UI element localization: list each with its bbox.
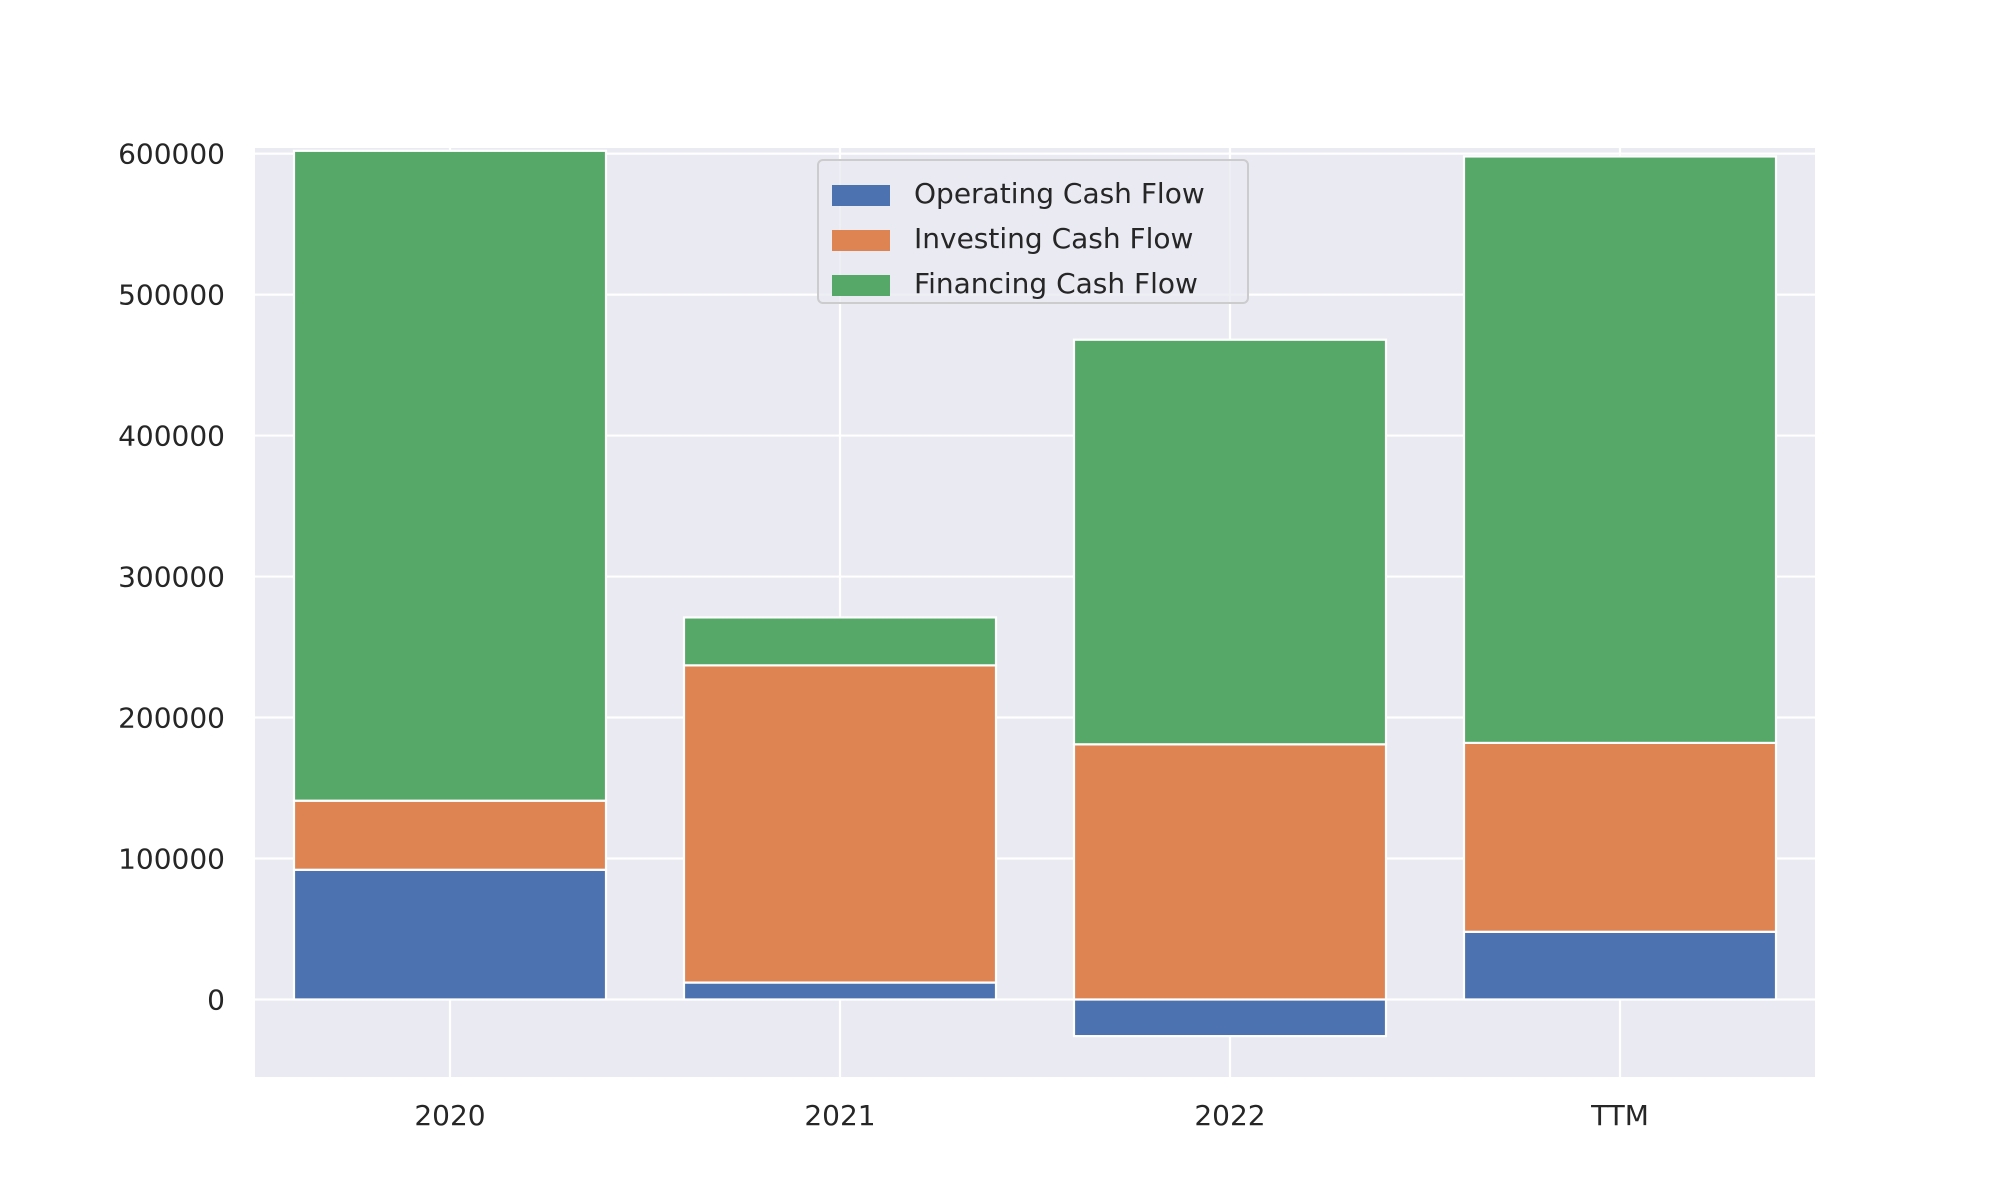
legend-swatch-2 [832, 275, 890, 296]
y-tick-label: 400000 [118, 420, 225, 453]
y-tick-label: 200000 [118, 702, 225, 735]
bar-investing-cash-flow-2022 [1072, 743, 1388, 1001]
y-tick-label: 0 [207, 983, 225, 1016]
legend-label-0: Operating Cash Flow [914, 177, 1205, 210]
x-tick-label: 2022 [1194, 1099, 1265, 1132]
y-axis-ticks: 0 100000 200000 300000 400000 500000 600000 [118, 138, 225, 1017]
legend-label-2: Financing Cash Flow [914, 267, 1198, 300]
x-tick-label: 2021 [804, 1099, 875, 1132]
x-axis-ticks: 2020 2021 2022 TTM [414, 1099, 1649, 1132]
bar-operating-cash-flow-ttm [1462, 930, 1778, 1001]
bars [292, 149, 1778, 1038]
bar-financing-cash-flow-2020 [292, 149, 608, 802]
bar-financing-cash-flow-ttm [1462, 155, 1778, 744]
y-tick-label: 600000 [118, 138, 225, 171]
bar-operating-cash-flow-2021 [682, 981, 998, 1001]
y-tick-label: 300000 [118, 561, 225, 594]
y-tick-label: 100000 [118, 842, 225, 875]
x-tick-label: 2020 [414, 1099, 485, 1132]
y-tick-label: 500000 [118, 279, 225, 312]
bar-financing-cash-flow-2022 [1072, 338, 1388, 746]
x-tick-label: TTM [1590, 1099, 1649, 1132]
legend-swatch-0 [832, 185, 890, 206]
legend: Operating Cash Flow Investing Cash Flow Fi… [817, 159, 1249, 304]
bar-operating-cash-flow-2022 [1072, 998, 1388, 1038]
bar-operating-cash-flow-2020 [292, 868, 608, 1001]
bar-investing-cash-flow-2021 [682, 664, 998, 984]
legend-box [817, 159, 1249, 304]
legend-label-1: Investing Cash Flow [914, 222, 1193, 255]
bar-financing-cash-flow-2021 [682, 616, 998, 667]
legend-swatch-1 [832, 230, 890, 251]
bar-investing-cash-flow-ttm [1462, 741, 1778, 933]
bar-investing-cash-flow-2020 [292, 799, 608, 871]
